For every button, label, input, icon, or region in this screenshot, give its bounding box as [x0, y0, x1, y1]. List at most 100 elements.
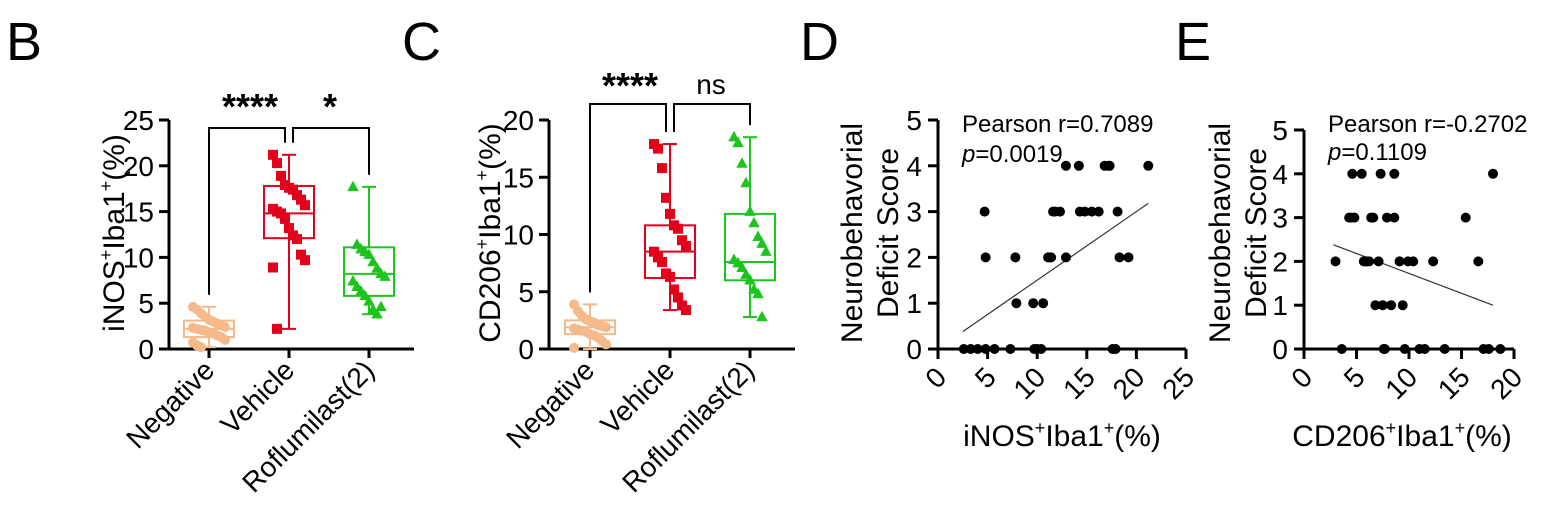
panel-e-y-tick-label: 2 [1272, 246, 1288, 277]
panel-b-point-1 [268, 262, 278, 273]
panel-d-point [980, 252, 991, 263]
panel-c-point-2 [732, 136, 744, 148]
panel-c-y-tick-label: 5 [518, 277, 534, 308]
panel-d-label: D [800, 12, 839, 72]
panel-d-point [965, 344, 976, 354]
panel-d-point [1005, 344, 1016, 354]
panel-e-point [1408, 256, 1419, 267]
panel-c-significance-bracket [673, 103, 751, 133]
panel-d-point [1086, 206, 1097, 217]
panel-c-point-1 [669, 284, 679, 295]
panel-e-point [1356, 168, 1367, 179]
panel-e-label: E [1175, 12, 1211, 72]
panel-d-point [1114, 252, 1125, 263]
box-iqr [724, 212, 776, 282]
panel-d-point [1048, 206, 1059, 217]
panel-e-point [1381, 212, 1392, 223]
panel-e-point [1375, 168, 1386, 179]
panel-c-significance-bracket [589, 103, 667, 293]
panel-c-point-0 [601, 322, 611, 333]
panel-c-y-tick-label: 10 [503, 220, 534, 251]
panel-b-y-tick-label: 15 [123, 197, 154, 228]
panel-e-y-tick-label: 0 [1272, 334, 1288, 365]
panel-b-significance-left: **** [222, 86, 278, 127]
panel-b-point-2 [375, 300, 387, 312]
panel-b-point-1 [272, 158, 282, 169]
panel-e-x-tick-label: 10 [1379, 361, 1423, 405]
panel-c-point-2 [736, 261, 748, 272]
panel-d-point [1104, 160, 1115, 171]
panel-b-significance-bracket [208, 127, 286, 295]
panel-b-y-tick-label: 5 [138, 288, 154, 319]
panel-b-point-1 [272, 323, 282, 334]
panel-e-x-tick-label: 15 [1432, 361, 1476, 405]
panel-c-point-2 [740, 176, 752, 188]
panel-d-point [1093, 206, 1104, 217]
panel-e-x-tick-label: 20 [1484, 361, 1528, 405]
panel-c-point-1 [673, 223, 683, 234]
panel-d-point [1045, 252, 1056, 263]
panel-e-point [1336, 344, 1347, 354]
panel-e-point [1364, 256, 1375, 267]
panel-d-y-tick-label: 4 [906, 151, 922, 182]
panel-b-y-tick-label: 0 [138, 334, 154, 365]
panel-e-x-tick-label: 5 [1338, 361, 1371, 394]
panel-c-point-2 [752, 287, 764, 299]
panel-d-x-tick-label: 5 [969, 361, 1002, 394]
panel-d-y-tick-label: 0 [906, 334, 922, 365]
panel-b-point-2 [363, 248, 375, 259]
panel-c-point-1 [681, 305, 691, 316]
panel-b-point-1 [268, 149, 278, 160]
panel-d-point [1073, 160, 1084, 171]
panel-b-point-1 [300, 200, 310, 211]
panel-b-point-0 [220, 334, 230, 345]
panel-b-plot-layer: 0 5 10 15 20 25 [123, 105, 414, 365]
panel-d-x-tick-label: 10 [1007, 361, 1051, 405]
panel-b-y-tick-label: 10 [123, 242, 154, 273]
panel-e-point [1394, 256, 1405, 267]
panel-e-point [1428, 256, 1439, 267]
panel-e-point [1349, 212, 1360, 223]
panel-d-p-value: p=0.0019 [961, 141, 1063, 168]
panel-d-point [979, 206, 990, 217]
panel-d-point [1010, 252, 1021, 263]
panel-b-point-1 [276, 208, 286, 219]
panel-b-x-label-negative: Negative [120, 354, 220, 454]
panel-d-point [980, 344, 991, 354]
panel-d-y-tick-label: 3 [906, 197, 922, 228]
panel-d-point [1028, 298, 1039, 309]
panel-e-y-axis-title: Neurobehavorial [1204, 123, 1237, 343]
panel-e-x-axis-title: CD206+Iba1+(%) [1292, 418, 1511, 453]
panel-e-y-tick-label: 5 [1272, 115, 1288, 146]
panel-e-y-tick-label: 4 [1272, 159, 1288, 190]
panel-d-point [1038, 298, 1049, 309]
panel-d-point [1143, 160, 1154, 171]
panel-b-y-tick-label: 20 [123, 151, 154, 182]
panel-c-point-2 [756, 237, 768, 248]
panel-c-point-2 [748, 216, 760, 228]
panel-b-point-1 [280, 213, 290, 224]
panel-e-y-axis-title-line2: Deficit Score [1240, 148, 1273, 318]
panel-e-point [1473, 256, 1484, 267]
panel-b-point-1 [288, 184, 298, 195]
panel-c-significance-left: **** [602, 65, 658, 106]
panel-c-point-1 [681, 240, 691, 251]
panel-d-point [1055, 206, 1066, 217]
panel-d-y-tick-label: 2 [906, 242, 922, 273]
panel-c-significance-right: ns [696, 69, 726, 100]
panel-c-point-1 [653, 143, 663, 154]
panel-c-y-axis-title: CD206+Iba1+(%) [472, 123, 507, 342]
panel-d-x-tick-label: 25 [1156, 361, 1200, 405]
panel-b-y-axis-title: iNOS+Iba1+(%) [96, 134, 131, 332]
panel-e-point [1488, 168, 1498, 179]
panel-d-point [989, 344, 1000, 354]
panel-c-box-plot: C CD206+Iba1+(%) 0 5 10 15 20 **** ns Negati… [402, 12, 795, 498]
panel-e-x-tick-label: 0 [1285, 361, 1318, 394]
panel-d-point [1011, 298, 1022, 309]
panel-d-x-tick-label: 15 [1057, 361, 1101, 405]
panel-c-y-tick-label: 15 [503, 162, 534, 193]
panel-b-point-1 [292, 234, 302, 245]
panel-e-point [1373, 256, 1384, 267]
